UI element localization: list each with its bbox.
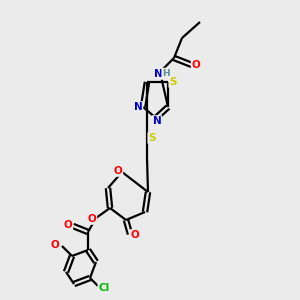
Text: O: O bbox=[114, 166, 122, 176]
Text: O: O bbox=[64, 220, 72, 230]
Text: Cl: Cl bbox=[98, 283, 110, 293]
Text: H: H bbox=[162, 68, 170, 77]
Text: N: N bbox=[153, 116, 161, 126]
Text: O: O bbox=[51, 240, 59, 250]
Text: S: S bbox=[148, 133, 156, 143]
Text: O: O bbox=[192, 60, 200, 70]
Text: N: N bbox=[154, 69, 162, 79]
Text: N: N bbox=[134, 102, 142, 112]
Text: O: O bbox=[88, 214, 96, 224]
Text: S: S bbox=[169, 77, 177, 87]
Text: O: O bbox=[130, 230, 140, 240]
